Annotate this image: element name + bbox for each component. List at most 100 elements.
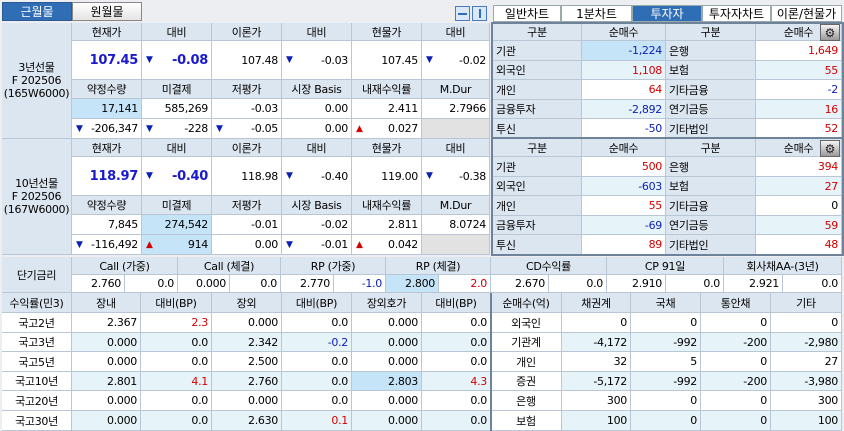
investor-header-text: 순매수 [608, 141, 639, 155]
tab-1min-chart[interactable]: 1분차트 [561, 5, 632, 22]
futures-value: 107.45 [352, 41, 422, 80]
futures-value [422, 235, 490, 255]
column-header-text: 미결제 [161, 83, 192, 96]
yield-value: 0.000 [212, 391, 282, 411]
tab-theory-spot[interactable]: 이론/현물가 [771, 5, 842, 22]
bond-name: 국고2년 [2, 313, 72, 333]
futures-value-text: -0.01 [321, 238, 348, 251]
bond-flow-value-text: 32 [613, 355, 628, 368]
investor-type-text: 외국인 [511, 316, 541, 330]
bond-flow-value-text: 0 [831, 316, 838, 329]
bond-flow-value: 0 [631, 411, 701, 431]
futures-value-text: -116,492 [90, 238, 138, 251]
yield-value-text: 0.000 [107, 355, 137, 368]
short-rate-header-text: CP 91일 [644, 259, 686, 273]
short-rate-change-text: 0.0 [157, 277, 174, 290]
short-rate-label: 단기금리 [2, 257, 72, 293]
yield-value-text: 0.0 [331, 355, 348, 368]
short-rate-value-text: 2.910 [632, 277, 662, 290]
futures-value-text: 7,845 [108, 218, 138, 231]
investor-net-buy-text: 52 [824, 122, 839, 135]
futures-value: 914 ▲ [142, 235, 212, 255]
split-vertical-icon[interactable] [472, 6, 487, 21]
yield-value: 0.000 [352, 391, 422, 411]
yield-value-text: 0.000 [388, 394, 418, 407]
futures-label-line: 3년선물 [18, 61, 55, 74]
yield-value: 0.000 [352, 411, 422, 431]
bond-flow-value-text: 0 [760, 394, 767, 407]
futures-value: -0.01 [212, 215, 282, 235]
column-header: 이론가 [212, 23, 282, 41]
bond-flow-header: 기타 [771, 293, 842, 313]
investor-type-text: 기관계 [511, 336, 541, 349]
futures-value-text: 107.45 [89, 52, 139, 68]
investor-header: 순매수 [582, 23, 666, 41]
arrow-down-icon: ▼ [426, 55, 433, 65]
column-header-text: 내재수익률 [361, 83, 412, 96]
futures-value-text: -0.03 [321, 53, 348, 67]
tab-general-chart[interactable]: 일반차트 [493, 5, 561, 22]
investor-type: 기관계 [491, 333, 562, 352]
yield-value-text: 0.000 [107, 335, 137, 349]
tab-investor-chart[interactable]: 투자자차트 [702, 5, 771, 22]
column-header-text: 현재가 [91, 25, 122, 39]
bond-name-text: 국고2년 [18, 316, 55, 330]
split-horizontal-icon[interactable] [455, 6, 470, 21]
futures-value: 8.0724 [422, 215, 490, 235]
short-rate-header-text: Call (체결) [203, 259, 255, 273]
yield-value-text: 2.630 [248, 414, 278, 427]
investor-type-text: 개인 [496, 199, 516, 213]
investor-type: 개인 [493, 196, 582, 216]
yield-value-text: 0.0 [470, 394, 487, 407]
gear-icon[interactable]: ⚙ [820, 24, 840, 41]
tab-near-month[interactable]: 근월물 [2, 2, 72, 21]
bond-flow-value-text: 27 [824, 355, 839, 368]
bond-flow-header-text: 국채 [655, 296, 676, 310]
futures-value-text: -228 [184, 122, 208, 135]
investor-type: 연기금등 [666, 216, 756, 235]
tab-far-month[interactable]: 원월물 [72, 2, 142, 21]
futures-value-text: -0.40 [172, 168, 208, 184]
yield-value-text: 0.000 [388, 335, 418, 349]
futures-value-text: 118.98 [241, 169, 278, 183]
bond-flow-value: 32 [562, 352, 631, 372]
bond-flow-value-text: 100 [606, 414, 627, 427]
gear-icon[interactable]: ⚙ [820, 140, 840, 157]
investor-type-text: 개인 [496, 83, 516, 97]
column-header-text: 대비 [306, 141, 327, 155]
futures-value: 17,141 [72, 99, 142, 119]
investor-net-buy-text: -603 [638, 179, 662, 193]
short-rate-change-text: 0.0 [260, 277, 277, 290]
yield-value-text: 0.000 [388, 414, 418, 427]
investor-net-buy-text: 89 [648, 238, 663, 251]
investor-type: 개인 [491, 352, 562, 372]
yield-value-text: -0.2 [327, 335, 349, 349]
investor-type: 은행 [666, 41, 756, 61]
short-rate-change-text: 0.0 [586, 277, 603, 290]
investor-type: 금융투자 [493, 100, 582, 119]
investor-net-buy: 394 [756, 157, 842, 177]
short-rate-value-text: 2.770 [300, 277, 330, 290]
futures-label-line: F 202506 [11, 74, 62, 87]
bond-flow-value: 300 [771, 391, 842, 411]
bond-flow-value: 0 [701, 411, 771, 431]
investor-header-text: 순매수 [608, 25, 639, 39]
column-header-text: 미결제 [161, 199, 192, 212]
yield-header: 장내 [72, 293, 141, 313]
investor-type-text: 개인 [516, 355, 536, 369]
futures-value: -0.02 ▼ [422, 41, 490, 80]
futures-value-text: 914 [187, 238, 208, 251]
bond-flow-value: 0 [701, 391, 771, 411]
bond-flow-value-text: 300 [817, 394, 838, 407]
yield-value: 0.0 [422, 352, 491, 372]
bond-flow-header-text: 통안채 [720, 296, 751, 310]
bond-flow-value-text: -992 [673, 374, 697, 388]
divider [490, 293, 492, 431]
short-rate-value: 2.800 [386, 275, 439, 293]
investor-type: 보험 [666, 61, 756, 80]
tab-investor[interactable]: 투자자 [632, 5, 702, 22]
futures-value: 0.00 [212, 235, 282, 255]
investor-net-buy: 55 [756, 61, 842, 80]
column-header: 시장 Basis [282, 196, 352, 215]
investor-net-buy: -69 [582, 216, 666, 235]
